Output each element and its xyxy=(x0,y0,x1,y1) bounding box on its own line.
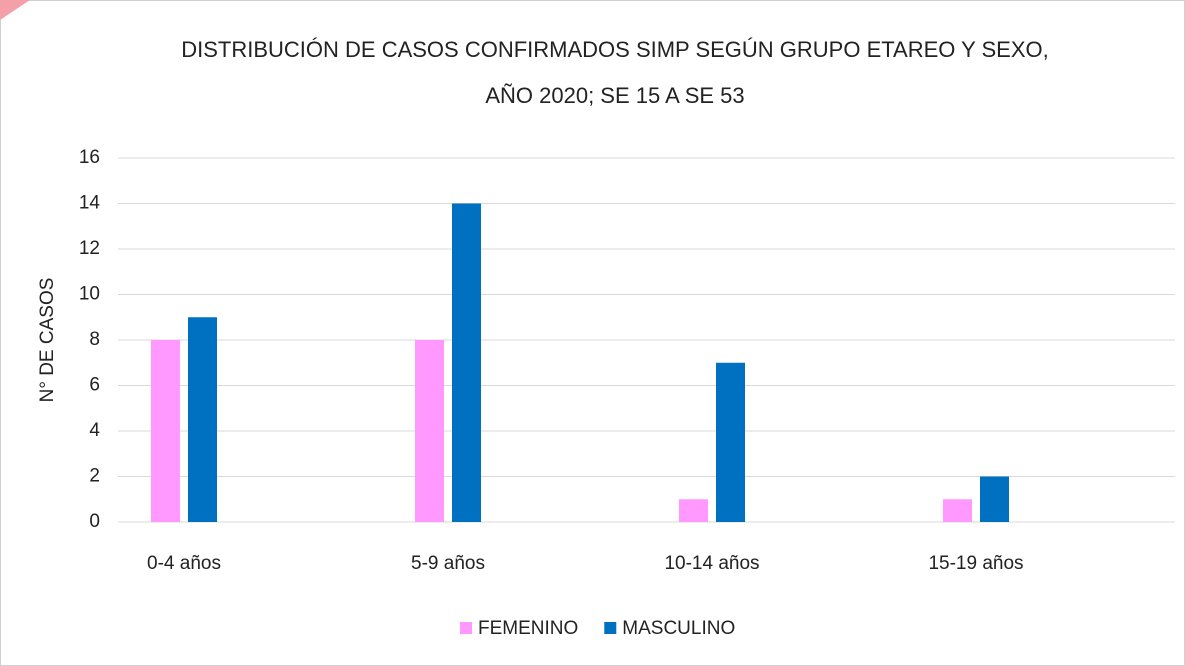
chart-title: AÑO 2020; SE 15 A SE 53 xyxy=(485,83,744,108)
bar xyxy=(151,340,180,522)
legend-swatch xyxy=(604,622,617,634)
bar xyxy=(679,499,708,522)
legend-swatch xyxy=(460,622,472,634)
x-tick-label: 0-4 años xyxy=(147,553,221,574)
bar xyxy=(980,476,1009,522)
x-tick-label: 10-14 años xyxy=(664,553,759,574)
corner-decoration xyxy=(0,0,30,20)
bar xyxy=(188,317,217,522)
x-tick-label: 15-19 años xyxy=(928,553,1023,574)
y-tick-label: 12 xyxy=(79,238,100,259)
x-tick-label: 5-9 años xyxy=(411,553,485,574)
y-axis-label: N° DE CASOS xyxy=(37,278,58,403)
bar xyxy=(716,362,745,522)
chart-title: DISTRIBUCIÓN DE CASOS CONFIRMADOS SIMP S… xyxy=(181,37,1049,62)
y-tick-label: 2 xyxy=(89,466,100,487)
y-tick-label: 0 xyxy=(89,511,100,532)
legend-label: FEMENINO xyxy=(478,618,578,639)
y-tick-label: 14 xyxy=(79,193,101,214)
y-tick-label: 4 xyxy=(89,420,100,441)
y-tick-label: 10 xyxy=(79,284,100,305)
bar xyxy=(415,340,444,522)
y-tick-label: 8 xyxy=(89,329,100,350)
legend-label: MASCULINO xyxy=(622,618,735,639)
bar xyxy=(452,203,481,522)
y-tick-label: 6 xyxy=(89,375,100,396)
y-tick-label: 16 xyxy=(79,147,100,168)
bar xyxy=(943,499,972,522)
